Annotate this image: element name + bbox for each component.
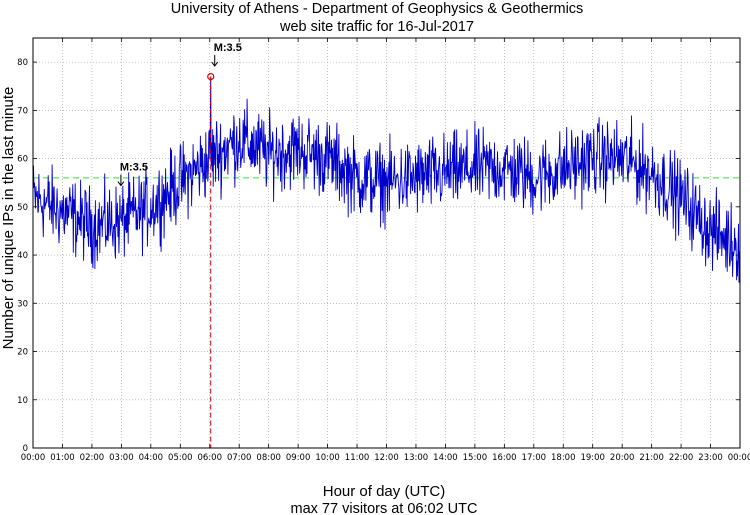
x-axis-ticks: 00:00 01:00 02:00 03:00 04:00 05:00 06:00 07:00…: [21, 38, 750, 463]
y-tick-label-70: 70: [17, 106, 28, 116]
y-tick-label-40: 40: [17, 251, 28, 261]
x-tick-label-4: 04:00: [139, 453, 164, 463]
x-tick-label-24: 00:00: [728, 453, 750, 463]
y-tick-label-60: 60: [17, 155, 28, 165]
x-tick-label-19: 19:00: [580, 453, 605, 463]
annotation-label-0: M:3.5: [214, 42, 242, 54]
x-tick-label-22: 22:00: [669, 453, 694, 463]
max-marker: [207, 72, 215, 81]
x-tick-label-18: 18:00: [551, 453, 576, 463]
x-tick-label-2: 02:00: [80, 453, 105, 463]
x-tick-label-3: 03:00: [109, 453, 134, 463]
x-tick-label-8: 08:00: [256, 453, 281, 463]
x-tick-label-11: 11:00: [345, 453, 370, 463]
chart-title: University of Athens - Department of Geo…: [171, 1, 584, 17]
x-tick-label-1: 01:00: [50, 453, 75, 463]
y-tick-label-20: 20: [17, 348, 28, 358]
x-tick-label-13: 13:00: [404, 453, 429, 463]
annotation-label-1: M:3.5: [120, 162, 148, 174]
y-tick-label-10: 10: [17, 396, 28, 406]
x-tick-label-17: 17:00: [522, 453, 547, 463]
x-axis-label: Hour of day (UTC): [323, 483, 446, 500]
y-tick-label-30: 30: [17, 299, 28, 309]
series-line-visitors: [32, 76, 741, 283]
chart-subtitle: web site traffic for 16-Jul-2017: [279, 19, 474, 35]
y-axis-label: Number of unique IPs in the last minute: [0, 87, 17, 350]
x-tick-label-23: 23:00: [698, 453, 723, 463]
annotation-arrowhead-0: [211, 61, 219, 67]
x-tick-label-21: 21:00: [639, 453, 664, 463]
x-tick-label-10: 10:00: [315, 453, 340, 463]
x-tick-label-14: 14:00: [433, 453, 458, 463]
y-tick-label-80: 80: [17, 58, 28, 68]
x-tick-label-0: 00:00: [21, 453, 46, 463]
x-tick-label-12: 12:00: [374, 453, 399, 463]
x-tick-label-9: 09:00: [286, 453, 311, 463]
x-tick-label-15: 15:00: [463, 453, 488, 463]
plot-frame: [32, 37, 741, 449]
y-tick-label-0: 0: [23, 444, 28, 454]
grid-lines: [33, 38, 740, 448]
x-tick-label-20: 20:00: [610, 453, 635, 463]
x-tick-label-16: 16:00: [492, 453, 517, 463]
max-visitors-footer: max 77 visitors at 06:02 UTC: [291, 501, 478, 515]
y-tick-label-50: 50: [17, 203, 28, 213]
x-tick-label-7: 07:00: [227, 453, 252, 463]
y-axis-ticks: 0 10 20 30 40 50 60 70 80: [17, 58, 740, 454]
x-tick-label-6: 06:00: [198, 453, 223, 463]
annotation-arrowhead-1: [117, 181, 125, 187]
annotations: M:3.5 M:3.5: [117, 42, 242, 187]
x-tick-label-5: 05:00: [168, 453, 193, 463]
